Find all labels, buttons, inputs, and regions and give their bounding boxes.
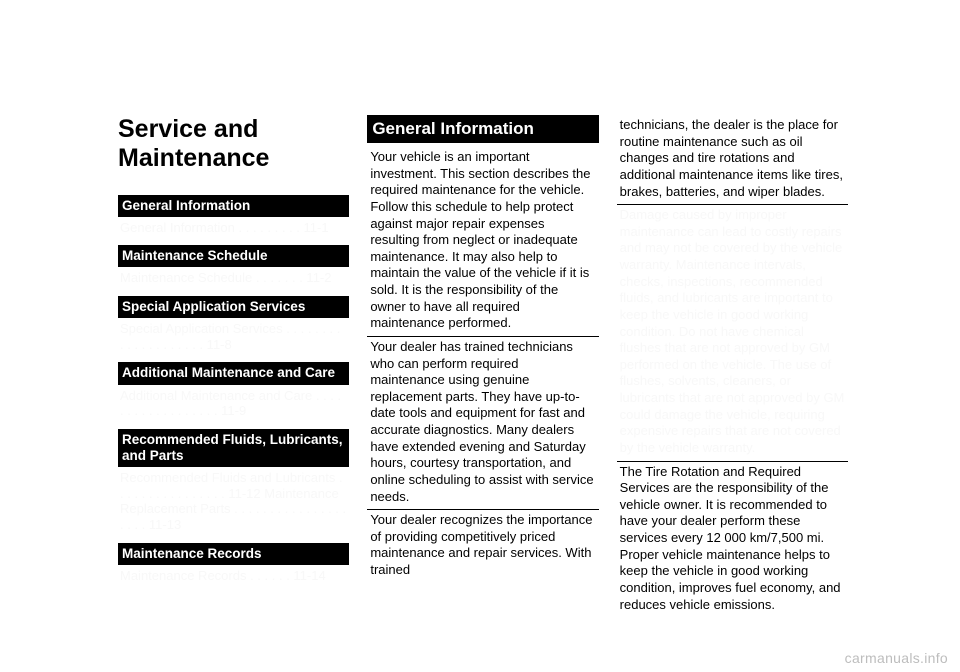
body-paragraph: Your dealer has trained technicians who …	[367, 336, 598, 509]
toc-item: Maintenance Schedule . . . . . . . 11-2	[118, 267, 349, 296]
toc-heading-special-services: Special Application Services	[118, 296, 349, 318]
body-paragraph: Your dealer recognizes the importance of…	[367, 509, 598, 583]
body-paragraph: Your vehicle is an important investment.…	[367, 147, 598, 336]
column-3: technicians, the dealer is the place for…	[617, 115, 848, 635]
toc-item: Special Application Services . . . . . .…	[118, 318, 349, 362]
toc-heading-additional-care: Additional Maintenance and Care	[118, 362, 349, 384]
toc-item: Recommended Fluids and Lubricants . . . …	[118, 467, 349, 542]
column-1: Service and Maintenance General Informat…	[118, 115, 349, 635]
toc-item: Maintenance Records . . . . . . 11-14	[118, 565, 349, 594]
body-paragraph: technicians, the dealer is the place for…	[617, 115, 848, 204]
content-area: Service and Maintenance General Informat…	[118, 115, 848, 635]
toc-item: Additional Maintenance and Care . . . . …	[118, 385, 349, 429]
watermark-text: carmanuals.info	[845, 650, 948, 666]
toc-heading-fluids-parts: Recommended Fluids, Lubricants, and Part…	[118, 429, 349, 467]
toc-heading-maint-schedule: Maintenance Schedule	[118, 245, 349, 267]
body-paragraph: Damage caused by improper maintenance ca…	[617, 204, 848, 460]
manual-page: Service and Maintenance General Informat…	[0, 0, 960, 672]
column-2: General Information Your vehicle is an i…	[367, 115, 598, 635]
section-heading-general-info: General Information	[367, 115, 598, 143]
body-paragraph: The Tire Rotation and Required Services …	[617, 461, 848, 618]
toc-heading-records: Maintenance Records	[118, 543, 349, 565]
toc-item: General Information . . . . . . . . . 11…	[118, 217, 349, 246]
toc-heading-general-info: General Information	[118, 195, 349, 217]
page-title: Service and Maintenance	[118, 115, 349, 173]
